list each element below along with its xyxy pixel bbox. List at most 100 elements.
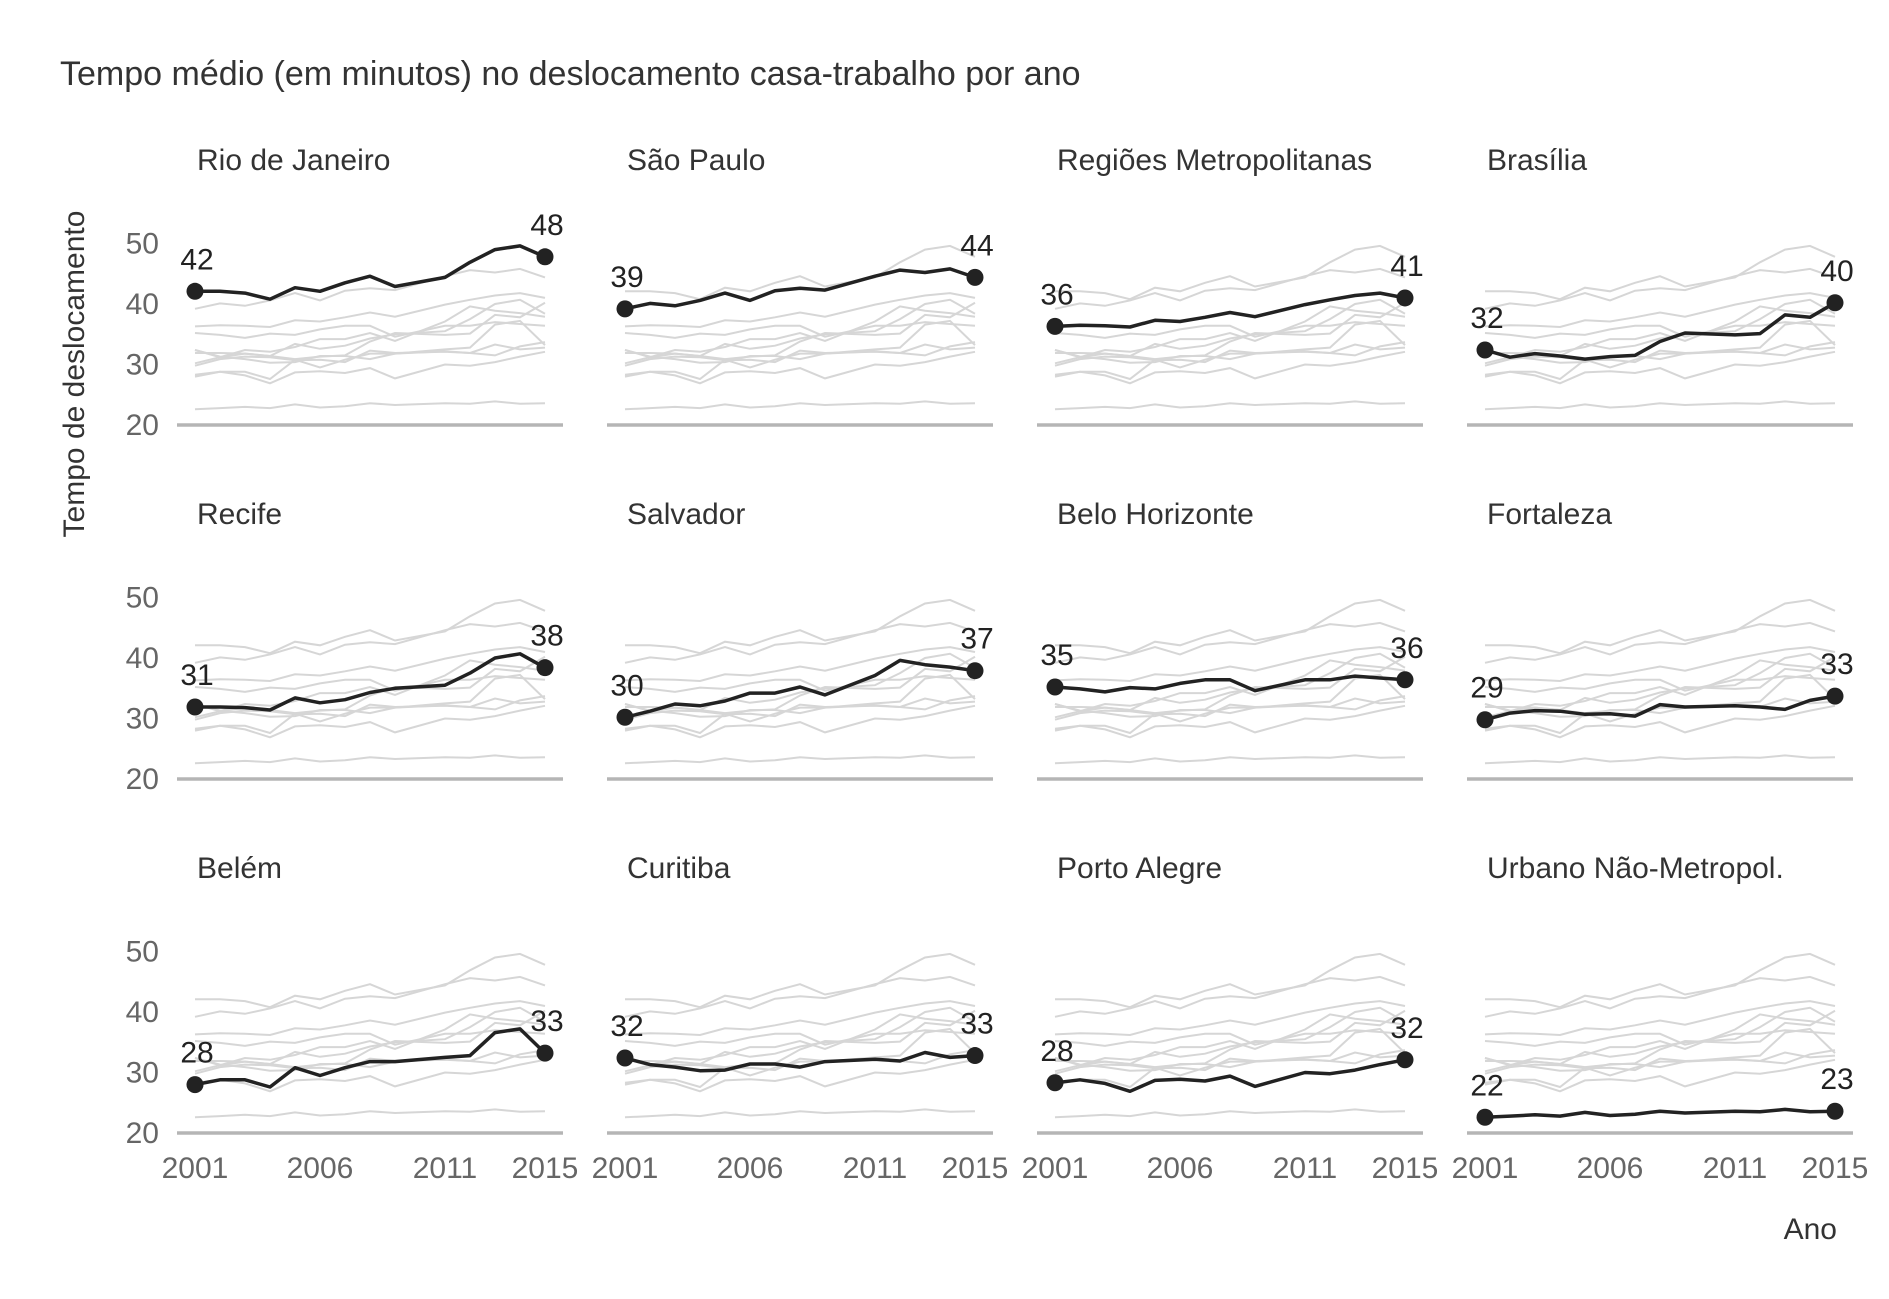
- context-series-line: [1484, 1000, 1836, 1037]
- context-series-line: [194, 350, 546, 385]
- x-axis-title: Ano: [1784, 1213, 1837, 1246]
- last-value-label: 48: [530, 209, 563, 242]
- context-series-line: [1055, 952, 1406, 1009]
- facet-strip-label: Belo Horizonte: [1057, 498, 1254, 531]
- facet-strip-label: Belém: [197, 852, 282, 885]
- context-series-line: [1484, 646, 1836, 683]
- context-series-line: [624, 1013, 976, 1073]
- y-tick-label: 50: [126, 582, 159, 615]
- first-value-label: 42: [180, 243, 213, 276]
- last-point-marker: [1396, 289, 1414, 307]
- x-tick-label: 2011: [413, 1152, 478, 1185]
- first-point-marker: [186, 1076, 204, 1094]
- context-series-line: [194, 675, 546, 693]
- context-series-line: [1054, 621, 1406, 664]
- context-series-line: [194, 975, 546, 1018]
- context-series-line: [1484, 659, 1836, 719]
- first-point-marker: [616, 1049, 634, 1067]
- highlighted-series-line: [1484, 301, 1836, 361]
- first-point-marker: [616, 300, 634, 318]
- last-value-label: 33: [960, 1008, 993, 1041]
- facet-strip-label: Recife: [197, 498, 282, 531]
- context-series-line: [1054, 646, 1406, 683]
- first-point-marker: [186, 698, 204, 716]
- context-series-line: [195, 598, 546, 655]
- facet-panel: Curitiba 2001 2006 2011 2015 32 33: [592, 852, 1009, 1185]
- context-series-line: [624, 675, 976, 693]
- last-point-marker: [1826, 294, 1844, 312]
- facet-panel: Regiões Metropolitanas 36 41: [1037, 144, 1424, 427]
- first-point-marker: [1476, 341, 1494, 359]
- first-value-label: 32: [1470, 302, 1503, 335]
- x-tick-label: 2006: [1147, 1152, 1214, 1185]
- first-point-marker: [1046, 1074, 1064, 1092]
- context-series-line: [624, 400, 976, 411]
- context-series-line: [1055, 652, 1406, 712]
- context-series-line: [194, 1029, 546, 1047]
- highlighted-series-line: [1484, 694, 1836, 722]
- first-value-label: 30: [610, 669, 643, 702]
- context-series-line: [194, 659, 546, 719]
- facet-strip-label: São Paulo: [627, 144, 765, 177]
- highlighted-series-line: [1484, 1107, 1836, 1120]
- last-value-label: 38: [530, 620, 563, 653]
- facet-strip-label: Porto Alegre: [1057, 852, 1222, 885]
- first-point-marker: [1046, 678, 1064, 696]
- context-series-line: [624, 350, 976, 385]
- context-series-line: [1484, 305, 1836, 365]
- context-series-line: [1484, 1029, 1836, 1047]
- y-axis-title: Tempo de deslocamento: [58, 211, 91, 538]
- facet-panel: Belém 20 30 40 50 2001 2006 2011 2015 28 33: [126, 852, 579, 1185]
- x-tick-label: 2015: [512, 1152, 579, 1185]
- context-series-line: [1054, 975, 1406, 1018]
- last-value-label: 23: [1820, 1063, 1853, 1096]
- facet-strip-label: Salvador: [627, 498, 745, 531]
- last-value-label: 40: [1820, 255, 1853, 288]
- facet-panel: Brasília 32 40: [1467, 144, 1854, 427]
- context-series-line: [1484, 321, 1836, 339]
- last-point-marker: [536, 659, 554, 677]
- context-series-line: [1484, 1051, 1836, 1072]
- first-point-marker: [616, 708, 634, 726]
- context-series-line: [625, 244, 976, 301]
- highlighted-series-line: [195, 244, 546, 301]
- context-series-line: [624, 697, 976, 718]
- context-series-line: [1054, 1108, 1406, 1119]
- facet-panel: Salvador 30 37: [607, 498, 994, 781]
- context-series-line: [1054, 754, 1406, 765]
- context-series-line: [194, 267, 546, 310]
- context-series-line: [1054, 400, 1406, 411]
- last-point-marker: [1826, 687, 1844, 705]
- first-value-label: 31: [180, 659, 213, 692]
- last-value-label: 32: [1390, 1012, 1423, 1045]
- context-series-line: [1054, 1051, 1406, 1072]
- context-series-line: [1484, 292, 1836, 329]
- highlighted-series-line: [624, 267, 976, 311]
- facet-panel: Recife 20 30 40 50 31 38: [126, 498, 564, 796]
- context-series-line: [194, 704, 546, 739]
- facet-strip-label: Fortaleza: [1487, 498, 1612, 531]
- first-value-label: 22: [1470, 1069, 1503, 1102]
- last-point-marker: [966, 662, 984, 680]
- y-tick-label: 30: [126, 1057, 159, 1090]
- y-tick-label: 30: [126, 703, 159, 736]
- first-value-label: 32: [610, 1010, 643, 1043]
- context-series-line: [624, 704, 976, 739]
- context-series-line: [1055, 598, 1406, 655]
- x-tick-label: 2011: [843, 1152, 908, 1185]
- x-tick-label: 2001: [1452, 1152, 1519, 1185]
- context-series-line: [1054, 350, 1406, 385]
- first-point-marker: [186, 282, 204, 300]
- y-tick-label: 40: [126, 996, 159, 1029]
- last-value-label: 36: [1390, 632, 1423, 665]
- x-tick-label: 2006: [287, 1152, 354, 1185]
- first-value-label: 28: [180, 1037, 213, 1070]
- y-tick-label: 20: [126, 1117, 159, 1150]
- y-tick-label: 20: [126, 409, 159, 442]
- highlighted-series-line: [1054, 291, 1406, 329]
- context-series-line: [194, 697, 546, 718]
- context-series-line: [1484, 267, 1836, 310]
- first-value-label: 36: [1040, 278, 1073, 311]
- context-series-line: [1054, 659, 1406, 719]
